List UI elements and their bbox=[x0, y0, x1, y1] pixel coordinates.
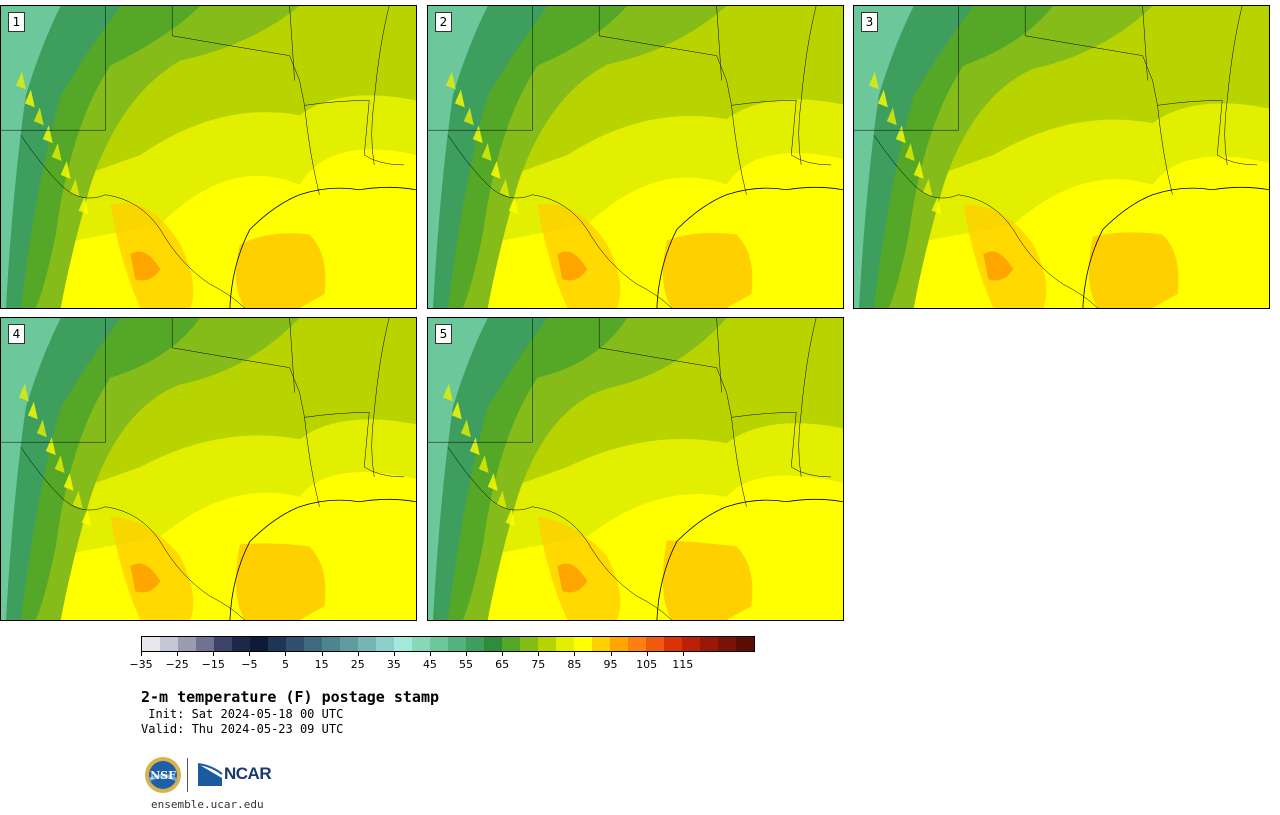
colorbar-segment bbox=[574, 637, 592, 651]
colorbar-ticks: −35 −25 −15 −5 5 15 25 35 45 55 65 75 85 95 105 115 bbox=[129, 652, 755, 676]
temperature-map bbox=[1, 318, 416, 620]
colorbar-tick-label: 25 bbox=[350, 658, 365, 671]
colorbar-tick-label: 65 bbox=[495, 658, 510, 671]
ncar-logo-icon bbox=[198, 763, 223, 786]
colorbar-tick-label: 35 bbox=[386, 658, 401, 671]
colorbar bbox=[141, 636, 755, 652]
colorbar-tick-label: −5 bbox=[241, 658, 258, 671]
colorbar-tick-label: 115 bbox=[672, 658, 694, 671]
temperature-map bbox=[428, 318, 843, 620]
colorbar-tick-label: −25 bbox=[165, 658, 189, 671]
panel-label: 3 bbox=[861, 12, 878, 32]
colorbar-segment bbox=[232, 637, 250, 651]
ensemble-panel-3: 3 bbox=[853, 5, 1270, 309]
panel-label: 2 bbox=[435, 12, 452, 32]
colorbar-tick-label: −35 bbox=[129, 658, 153, 671]
colorbar-tick-label: 15 bbox=[314, 658, 329, 671]
colorbar-segment bbox=[376, 637, 394, 651]
colorbar-segment bbox=[610, 637, 628, 651]
panel-label: 4 bbox=[8, 324, 25, 344]
ensemble-panel-2: 2 bbox=[427, 5, 844, 309]
colorbar-tick bbox=[538, 652, 540, 656]
colorbar-tick bbox=[466, 652, 468, 656]
colorbar-segment bbox=[430, 637, 448, 651]
colorbar-segment bbox=[142, 637, 160, 651]
colorbar-segment bbox=[214, 637, 232, 651]
colorbar-segment bbox=[340, 637, 358, 651]
colorbar-segment bbox=[484, 637, 502, 651]
colorbar-tick bbox=[213, 652, 215, 656]
colorbar-tick-label: 75 bbox=[531, 658, 546, 671]
colorbar-tick bbox=[141, 652, 142, 656]
logo-divider bbox=[187, 758, 188, 792]
colorbar-segment bbox=[286, 637, 304, 651]
colorbar-segment bbox=[466, 637, 484, 651]
colorbar-segment bbox=[700, 637, 718, 651]
colorbar-segment bbox=[394, 637, 412, 651]
colorbar-tick-label: 45 bbox=[422, 658, 437, 671]
colorbar-tick bbox=[429, 652, 431, 656]
ensemble-panel-4: 4 bbox=[0, 317, 417, 621]
colorbar-segment bbox=[448, 637, 466, 651]
ncar-wordmark: NCAR bbox=[224, 764, 272, 783]
colorbar-tick bbox=[393, 652, 395, 656]
colorbar-segment bbox=[718, 637, 736, 651]
colorbar-segment bbox=[556, 637, 574, 651]
colorbar-tick-label: 55 bbox=[459, 658, 474, 671]
plot-title: 2-m temperature (F) postage stamp bbox=[141, 688, 440, 706]
colorbar-segment bbox=[250, 637, 268, 651]
colorbar-segment bbox=[358, 637, 376, 651]
panel-label: 1 bbox=[8, 12, 25, 32]
temperature-map bbox=[1, 6, 416, 308]
colorbar-segment bbox=[520, 637, 538, 651]
colorbar-tick bbox=[357, 652, 359, 656]
colorbar-segment bbox=[592, 637, 610, 651]
colorbar-tick bbox=[682, 652, 684, 656]
temperature-map bbox=[854, 6, 1269, 308]
colorbar-segment bbox=[160, 637, 178, 651]
temperature-map bbox=[428, 6, 843, 308]
nsf-logo-icon: NSF bbox=[145, 757, 181, 793]
colorbar-tick-label: 105 bbox=[636, 658, 658, 671]
colorbar-segment bbox=[412, 637, 430, 651]
panel-label: 5 bbox=[435, 324, 452, 344]
colorbar-tick bbox=[177, 652, 179, 656]
colorbar-tick bbox=[321, 652, 323, 656]
colorbar-segment bbox=[538, 637, 556, 651]
colorbar-tick-label: 95 bbox=[603, 658, 618, 671]
colorbar-tick-label: −15 bbox=[201, 658, 225, 671]
colorbar-segment bbox=[664, 637, 682, 651]
colorbar-segment bbox=[196, 637, 214, 651]
footer-url: ensemble.ucar.edu bbox=[151, 798, 264, 811]
colorbar-tick bbox=[502, 652, 504, 656]
colorbar-segment bbox=[304, 637, 322, 651]
colorbar-segment bbox=[736, 637, 754, 651]
colorbar-segment bbox=[268, 637, 286, 651]
valid-time: Valid: Thu 2024-05-23 09 UTC bbox=[141, 722, 344, 736]
colorbar-tick bbox=[249, 652, 251, 656]
colorbar-tick bbox=[646, 652, 648, 656]
colorbar-segment bbox=[178, 637, 196, 651]
colorbar-segment bbox=[628, 637, 646, 651]
colorbar-tick-label: 5 bbox=[281, 658, 289, 671]
svg-text:NSF: NSF bbox=[150, 769, 176, 782]
colorbar-segment bbox=[682, 637, 700, 651]
init-time: Init: Sat 2024-05-18 00 UTC bbox=[141, 707, 344, 721]
colorbar-tick bbox=[574, 652, 576, 656]
ensemble-panel-1: 1 bbox=[0, 5, 417, 309]
colorbar-segment bbox=[322, 637, 340, 651]
colorbar-tick-label: 85 bbox=[567, 658, 582, 671]
colorbar-segment bbox=[502, 637, 520, 651]
colorbar-tick bbox=[610, 652, 612, 656]
ensemble-panel-5: 5 bbox=[427, 317, 844, 621]
colorbar-segment bbox=[646, 637, 664, 651]
colorbar-tick bbox=[285, 652, 287, 656]
logos: NSF NCAR bbox=[144, 756, 284, 796]
